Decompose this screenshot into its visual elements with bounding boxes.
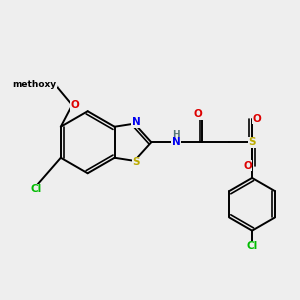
Text: Cl: Cl (31, 184, 42, 194)
Text: methoxy: methoxy (13, 80, 57, 89)
Text: O: O (194, 109, 202, 119)
Text: S: S (248, 137, 256, 147)
Text: S: S (132, 158, 140, 167)
Text: methoxy: methoxy (50, 86, 57, 87)
Text: methoxy: methoxy (53, 86, 60, 87)
Text: O: O (243, 160, 252, 170)
Text: O: O (70, 100, 79, 110)
Text: H: H (172, 130, 180, 139)
Text: N: N (132, 117, 140, 127)
Text: O: O (252, 114, 261, 124)
Text: N: N (172, 137, 181, 147)
Text: Cl: Cl (247, 241, 258, 251)
